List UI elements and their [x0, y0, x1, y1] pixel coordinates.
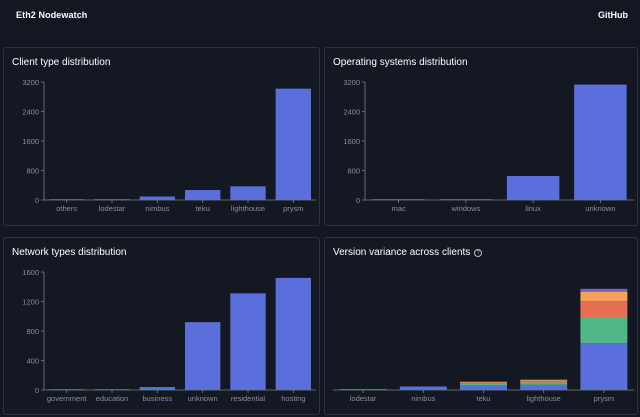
x-tick-label: residential	[231, 394, 266, 403]
x-tick-label: government	[47, 394, 88, 403]
bar-segment[interactable]	[520, 380, 568, 382]
bar-windows[interactable]	[439, 199, 493, 200]
panel-title: Client type distribution	[12, 57, 111, 68]
y-tick-label: 0	[356, 196, 360, 205]
bar-hosting[interactable]	[275, 277, 312, 390]
bar-segment[interactable]	[460, 382, 507, 384]
bar-lodestar[interactable]	[94, 199, 130, 200]
bar-lighthouse[interactable]	[230, 186, 266, 200]
operating-systems-panel: Operating systems distribution 0 800 1600 2…	[324, 47, 638, 226]
bar-education[interactable]	[94, 389, 130, 390]
x-tick-label: nimbus	[411, 394, 435, 403]
x-tick-label: others	[56, 204, 77, 213]
bar-segment[interactable]	[399, 386, 447, 390]
bar-mac[interactable]	[372, 199, 425, 200]
y-tick-label: 2400	[343, 108, 360, 117]
x-tick-label: windows	[450, 204, 480, 213]
network-types-panel: Network types distribution 0 400 800 1200 16…	[3, 237, 320, 415]
x-tick-label: prysm	[594, 394, 614, 403]
x-tick-label: teku	[196, 204, 210, 213]
panel-title: Version variance across clients	[333, 247, 471, 258]
bar-segment[interactable]	[339, 389, 387, 390]
y-tick-label: 3200	[22, 78, 39, 87]
y-tick-label: 800	[26, 167, 39, 176]
y-tick-label: 0	[35, 196, 39, 205]
bar-unknown[interactable]	[574, 84, 627, 200]
x-tick-label: lodestar	[99, 204, 126, 213]
bar-others[interactable]	[48, 199, 85, 200]
client-type-panel: Client type distribution 0 800 1600 2400 320…	[3, 47, 320, 226]
x-tick-label: teku	[476, 394, 490, 403]
bar-linux[interactable]	[506, 176, 560, 200]
panel-title: Operating systems distribution	[333, 57, 468, 68]
y-tick-label: 400	[26, 357, 39, 366]
y-tick-label: 3200	[343, 78, 360, 87]
bar-segment[interactable]	[460, 381, 507, 383]
x-tick-label: business	[143, 394, 173, 403]
top-bar: Eth2 Nodewatch GitHub	[0, 0, 640, 34]
bar-residential[interactable]	[230, 293, 266, 390]
network-types-chart: 0 400 800 1200 1600 government education busine…	[22, 268, 316, 403]
x-tick-label: nimbus	[145, 204, 169, 213]
info-icon[interactable]: ?	[474, 249, 483, 257]
bar-segment[interactable]	[580, 291, 628, 302]
bar-nimbus[interactable]	[139, 196, 176, 200]
bar-segment[interactable]	[580, 301, 628, 318]
github-link[interactable]: GitHub	[598, 10, 628, 20]
app-title[interactable]: Eth2 Nodewatch	[16, 10, 88, 20]
bar-segment[interactable]	[580, 343, 628, 390]
bar-segment[interactable]	[520, 382, 568, 385]
x-tick-label: lighthouse	[527, 394, 561, 403]
bar-business[interactable]	[139, 387, 176, 390]
x-tick-label: unknown	[188, 394, 218, 403]
bar-unknown[interactable]	[184, 322, 221, 390]
panel-title: Network types distribution	[12, 247, 127, 258]
y-tick-label: 1600	[22, 268, 39, 277]
x-tick-label: hosting	[281, 394, 305, 403]
y-tick-label: 2400	[22, 108, 39, 117]
bar-prysm[interactable]	[275, 88, 312, 200]
bar-segment[interactable]	[580, 290, 628, 292]
x-tick-label: linux	[525, 204, 541, 213]
client-type-chart: 0 800 1600 2400 3200 others lodestar nimbus teku…	[22, 78, 316, 213]
x-tick-label: mac	[392, 204, 406, 213]
bar-segment[interactable]	[460, 385, 507, 390]
bar-government[interactable]	[48, 389, 85, 390]
version-variance-chart: lodestar nimbus teku lighthouse prysm	[333, 288, 634, 403]
version-variance-panel: Version variance across clients? lodesta…	[324, 237, 638, 415]
x-tick-label: unknown	[585, 204, 615, 213]
y-tick-label: 0	[35, 386, 39, 395]
operating-systems-chart: 0 800 1600 2400 3200 mac windows linux unknown	[343, 78, 634, 213]
y-tick-label: 800	[26, 327, 39, 336]
bar-segment[interactable]	[520, 384, 568, 390]
bar-segment[interactable]	[580, 317, 628, 344]
bar-segment[interactable]	[520, 381, 568, 383]
bar-segment[interactable]	[580, 288, 628, 291]
y-tick-label: 1600	[343, 137, 360, 146]
x-tick-label: education	[96, 394, 129, 403]
bar-segment[interactable]	[460, 383, 507, 386]
x-tick-label: lighthouse	[231, 204, 265, 213]
y-tick-label: 1200	[22, 298, 39, 307]
x-tick-label: lodestar	[350, 394, 377, 403]
y-tick-label: 1600	[22, 137, 39, 146]
bar-segment[interactable]	[520, 379, 568, 381]
y-tick-label: 800	[347, 167, 360, 176]
x-tick-label: prysm	[283, 204, 303, 213]
bar-teku[interactable]	[184, 190, 221, 200]
